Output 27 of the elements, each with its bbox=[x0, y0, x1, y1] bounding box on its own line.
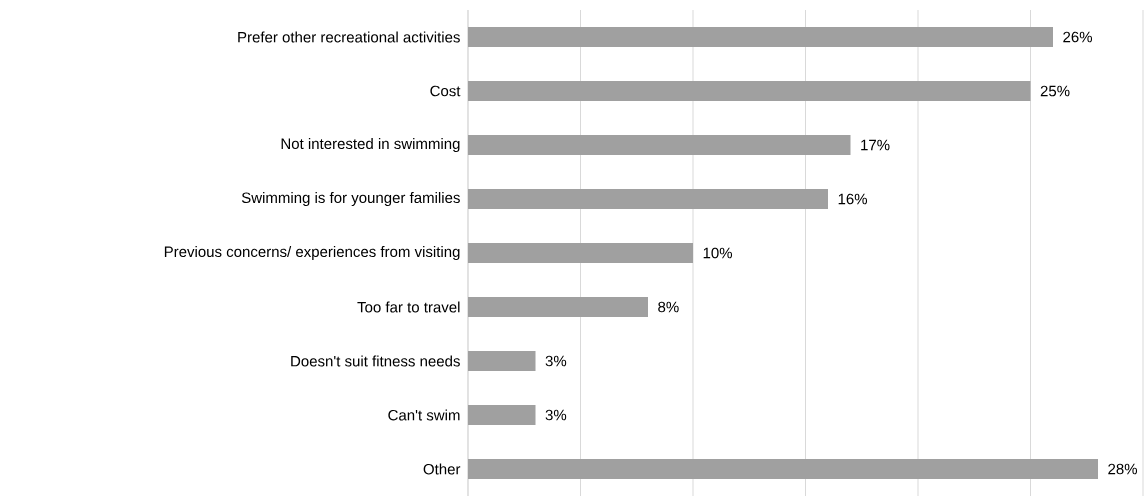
bar bbox=[468, 351, 536, 372]
data-label: 16% bbox=[838, 193, 868, 205]
y-tick-label: Can't swim bbox=[388, 409, 460, 421]
bar bbox=[468, 189, 829, 210]
y-tick-label: Not interested in swimming bbox=[281, 138, 460, 152]
bar bbox=[468, 81, 1031, 102]
y-tick-label: Doesn't suit fitness needs bbox=[291, 355, 460, 367]
bar bbox=[468, 135, 851, 156]
data-label: 17% bbox=[861, 139, 890, 151]
data-label: 28% bbox=[1108, 463, 1138, 475]
data-label: 26% bbox=[1063, 31, 1093, 43]
y-tick-label: Prefer other recreational activities bbox=[238, 31, 460, 43]
y-tick-label: Cost bbox=[430, 85, 461, 97]
data-label: 25% bbox=[1040, 85, 1070, 97]
data-label: 10% bbox=[703, 247, 733, 259]
y-tick-label: Too far to travel bbox=[357, 301, 460, 313]
y-tick-label: Previous concerns/ experiences from visiting bbox=[164, 246, 460, 260]
bar bbox=[468, 297, 648, 318]
bar bbox=[468, 459, 1099, 480]
bar bbox=[468, 27, 1054, 48]
bar bbox=[468, 405, 536, 426]
y-tick-label: Swimming is for younger families bbox=[241, 192, 460, 206]
data-label: 8% bbox=[658, 301, 679, 313]
y-tick-label: Other bbox=[423, 463, 461, 475]
data-label: 3% bbox=[545, 409, 567, 421]
bar bbox=[468, 243, 694, 264]
data-label: 3% bbox=[545, 355, 567, 367]
